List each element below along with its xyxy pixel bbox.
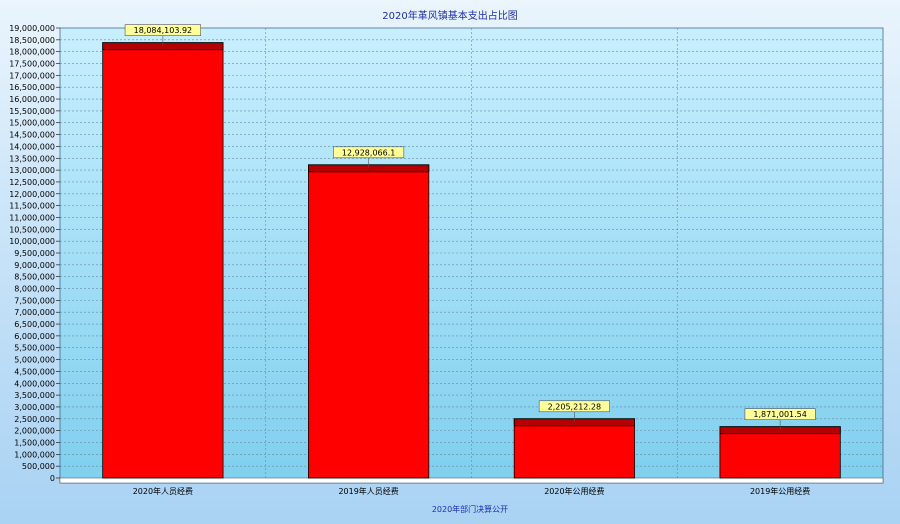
y-tick-label: 18,500,000 [9,36,55,45]
y-tick-label: 16,000,000 [9,95,55,104]
y-tick-label: 8,500,000 [14,273,55,282]
y-tick-label: 13,500,000 [9,154,55,163]
y-tick-label: 5,000,000 [14,356,55,365]
bar [102,42,224,479]
y-tick-label: 12,500,000 [9,178,55,187]
y-tick-label: 16,500,000 [9,83,55,92]
bar [719,426,841,479]
y-tick-label: 4,000,000 [14,379,55,388]
y-tick-label: 8,000,000 [14,285,55,294]
y-tick-label: 9,000,000 [14,261,55,270]
data-label: 18,084,103.92 [134,26,193,35]
bar [513,418,635,479]
y-tick-label: 0 [50,474,55,483]
y-axis: 0 500,000 1,000,000 1,500,000 2,000,000 2,500… [9,24,60,483]
y-tick-label: 15,000,000 [9,119,55,128]
x-tick-label: 2019年人员经费 [338,486,398,496]
data-label-box [538,400,610,413]
y-tick-label: 6,000,000 [14,332,55,341]
x-tick-label: 2019年公用经费 [750,486,810,496]
y-tick-label: 15,500,000 [9,107,55,116]
data-label-box [124,24,201,36]
plot-floor [59,477,884,484]
y-tick-label: 1,000,000 [14,450,55,459]
y-tick-label: 7,000,000 [14,308,55,317]
y-tick-label: 9,500,000 [14,249,55,258]
y-tick-label: 14,500,000 [9,131,55,140]
x-axis-title: 2020年部门决算公开 [432,504,508,514]
y-tick-label: 12,000,000 [9,190,55,199]
data-label-box [333,146,405,159]
y-tick-label: 17,000,000 [9,71,55,80]
y-tick-label: 10,500,000 [9,225,55,234]
y-tick-label: 3,500,000 [14,391,55,400]
y-tick-label: 3,000,000 [14,403,55,412]
chart-title: 2020年革风镇基本支出占比图 [382,9,517,22]
y-tick-label: 2,000,000 [14,427,55,436]
y-tick-label: 6,500,000 [14,320,55,329]
data-labels: 18,084,103.92 12,928,066.1 2,205,212.28 1,8… [124,24,816,430]
y-tick-label: 10,000,000 [9,237,55,246]
x-tick-label: 2020年公用经费 [544,486,604,496]
bar [308,164,430,479]
data-label: 2,205,212.28 [548,402,601,411]
y-tick-label: 500,000 [22,462,55,471]
y-tick-label: 14,000,000 [9,142,55,151]
data-label: 12,928,066.1 [342,148,395,157]
y-tick-label: 5,500,000 [14,344,55,353]
bars [102,42,841,479]
x-axis: 2020年人员经费 2019年人员经费 2020年公用经费 2019年公用经费 [133,486,811,496]
y-tick-label: 13,000,000 [9,166,55,175]
y-tick-label: 11,000,000 [9,213,55,222]
y-tick-label: 2,500,000 [14,415,55,424]
y-tick-label: 18,000,000 [9,48,55,57]
y-tick-label: 19,000,000 [9,24,55,33]
data-label: 1,871,001.54 [753,410,806,419]
y-tick-label: 7,500,000 [14,296,55,305]
y-tick-label: 11,500,000 [9,202,55,211]
x-tick-label: 2020年人员经费 [133,486,193,496]
y-tick-label: 17,500,000 [9,60,55,69]
data-label-box [744,408,816,420]
y-tick-label: 1,500,000 [14,438,55,447]
y-tick-label: 4,500,000 [14,367,55,376]
